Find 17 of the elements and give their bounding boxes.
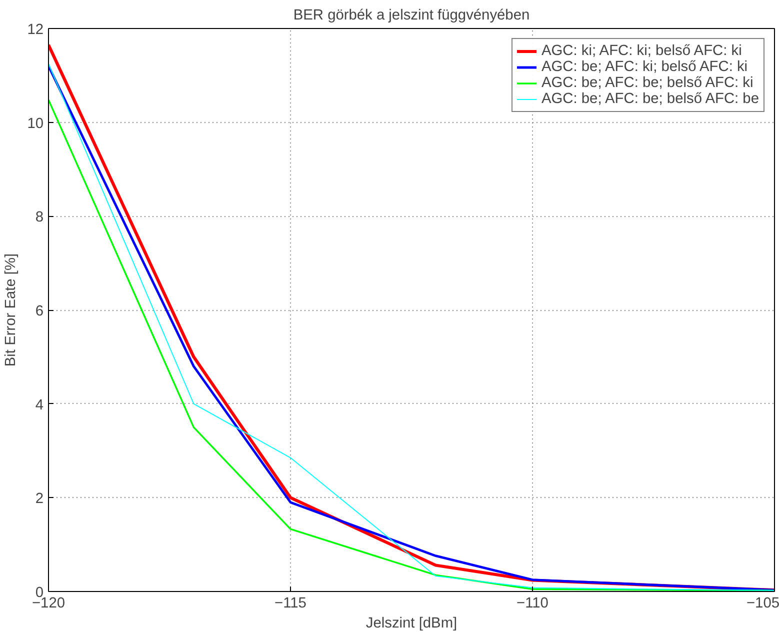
legend-label: AGC: be; AFC: be; belső AFC: ki — [541, 75, 754, 91]
x-tick-label: −110 — [516, 596, 548, 612]
y-tick-label: 10 — [27, 116, 44, 132]
y-tick-label: 4 — [35, 397, 44, 414]
x-tick-label: −105 — [746, 596, 779, 612]
y-tick-label: 8 — [35, 210, 44, 226]
x-axis-title: Jelszint [dBm] — [366, 616, 458, 632]
x-tick-label: −115 — [274, 596, 306, 612]
y-tick-label: 6 — [35, 304, 44, 320]
chart-title: BER görbék a jelszint függvényében — [293, 8, 530, 24]
legend-label: AGC: be; AFC: ki; belső AFC: ki — [541, 59, 748, 75]
y-tick-label: 2 — [35, 491, 44, 508]
legend-label: AGC: be; AFC: be; belső AFC: be — [541, 91, 759, 107]
y-tick-label: 12 — [27, 22, 44, 38]
y-axis-title: Bit Error Eate [%] — [3, 253, 20, 367]
x-tick-label: −120 — [32, 596, 66, 612]
legend-label: AGC: ki; AFC: ki; belső AFC: ki — [541, 43, 742, 59]
